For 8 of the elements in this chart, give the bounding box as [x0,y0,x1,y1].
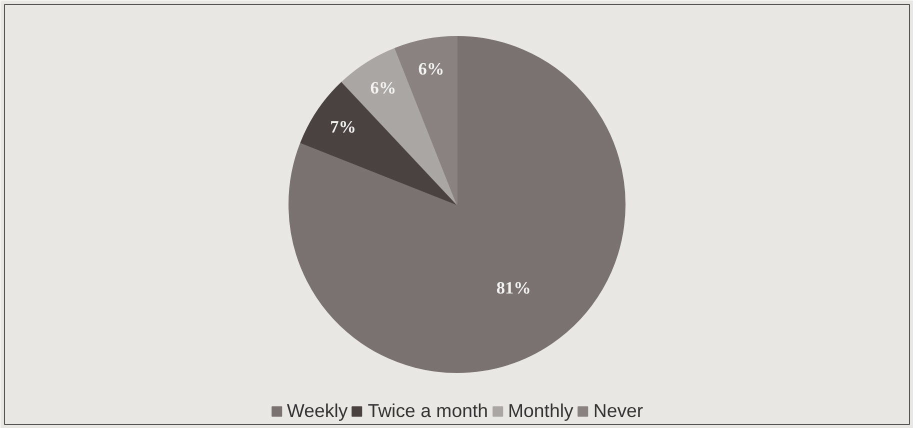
legend-label: Never [593,400,644,422]
data-label: 81% [496,278,531,298]
data-label: 6% [418,60,444,79]
data-label: 7% [330,118,356,137]
legend-label: Monthly [508,400,574,422]
legend-label: Twice a month [368,400,488,422]
legend-label: Weekly [286,400,348,422]
data-label: 6% [370,78,396,98]
